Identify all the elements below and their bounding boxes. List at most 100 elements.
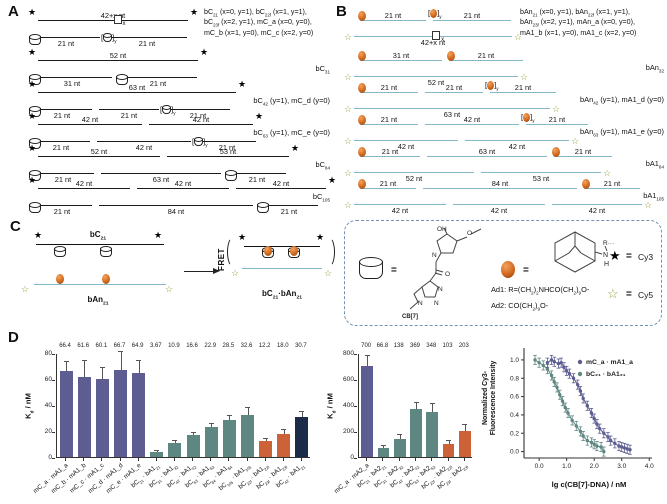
data-point — [592, 442, 596, 446]
equals-sign: = — [391, 265, 397, 276]
adamantane-icon — [264, 246, 272, 256]
cy5-star-icon: ☆ — [603, 168, 612, 178]
cy3-star-icon: ★ — [28, 175, 37, 185]
error-bar-cap — [413, 402, 419, 404]
panel-a-constructs: 42+x nt ★ ★ x 21 nt 21 nt []y bC21 (x=0, y=1), … — [26, 6, 336, 217]
strand-segment: 53 nt — [481, 172, 601, 183]
strand-segment: 21 nt — [29, 137, 90, 152]
bar — [393, 439, 406, 457]
error-bar — [156, 450, 158, 453]
error-bar-cap — [364, 354, 370, 356]
carbonyl-o-label: O — [445, 271, 450, 278]
strand-segment: 42 nt — [137, 179, 229, 191]
strand-segment: 63 nt — [354, 108, 550, 119]
cb7-icon — [116, 73, 128, 85]
segment-length-label: 31 nt — [392, 51, 410, 60]
strand-segment: 63 nt — [101, 173, 221, 184]
x-tick — [282, 458, 284, 461]
strand-segment: 42 nt — [38, 179, 130, 191]
data-point — [625, 447, 629, 451]
strand-segment: 42 nt — [97, 141, 191, 152]
error-bar — [84, 361, 86, 377]
segment-length-label: 52 nt — [90, 147, 108, 156]
strand-segment: 84 nt — [99, 205, 253, 216]
segment-length-label: 63 nt — [128, 83, 146, 92]
construct-row: 21 nt 21 nt 21 nt []y 63 nt ☆ ☆ bAn42 (y=1), mA… — [344, 80, 666, 119]
y-tick-label: 0.2 — [510, 430, 519, 437]
x-tick-label: 4.0 — [645, 463, 654, 470]
cy5-label: Cy5 — [638, 290, 654, 300]
x-axis-label: lg c(CB[7]-DNA) / nM — [551, 480, 627, 489]
strand-segment: 21 nt — [358, 11, 426, 23]
cb7-icon — [162, 104, 172, 114]
strand-segment: 42 nt — [453, 204, 545, 215]
cy3-star-icon: ★ — [28, 47, 37, 57]
strand-segment: 42 nt — [354, 204, 446, 215]
adamantane-icon — [358, 179, 366, 189]
cy5-star-icon: ☆ — [344, 168, 353, 178]
cy3-star-icon: ★ — [34, 230, 43, 240]
data-point — [555, 385, 559, 390]
x-tick — [246, 458, 248, 461]
cb7-icon — [359, 257, 383, 279]
fret-titration-chart: 0.0 1.0 2.0 3.0 4.0 0.0 0.2 0.4 0.6 0.8 1.0 mC_a · … — [482, 338, 666, 502]
construct-name-label: bA1105 — [643, 191, 664, 202]
data-point — [581, 396, 585, 401]
cy3-star-icon: ★ — [238, 79, 247, 89]
error-bar — [301, 411, 303, 418]
y-tick — [52, 406, 55, 407]
segment-length-label: 21 nt — [189, 111, 207, 120]
error-bar-cap — [208, 422, 214, 424]
x-tick-label: 0.0 — [535, 463, 544, 470]
segment-length-label: 21 nt — [381, 147, 399, 156]
construct-row: 42 nt 42 nt ★ ★ 21 nt 42 nt 21 nt[]y bC63 (y=1)… — [26, 112, 332, 153]
data-point — [560, 399, 565, 403]
x-tick — [192, 458, 194, 461]
carbonyl-double-bond — [434, 269, 444, 276]
error-bar — [229, 416, 231, 420]
x-tick — [65, 458, 67, 461]
adamantane-repeat-group: []y — [428, 8, 442, 19]
data-point — [578, 389, 583, 393]
x-tick — [173, 458, 175, 461]
y-tick-label: 60 — [44, 376, 52, 383]
construct-name-label: bC105 — [312, 191, 330, 202]
error-bar — [448, 440, 450, 444]
bar-value-label: 22.9 — [204, 343, 217, 349]
cy5-star-icon: ☆ — [520, 72, 529, 82]
bar-value-label: 3.67 — [149, 343, 162, 349]
strand-segment: 21 nt []y — [428, 9, 511, 23]
segment-length-label: 21 nt — [53, 111, 71, 120]
bar-value-label: 64.9 — [131, 343, 144, 349]
strand-segment: 21 nt — [29, 169, 94, 184]
y-tick-label: 0.0 — [510, 449, 519, 456]
adamantane-cage — [554, 231, 596, 273]
repeat-box: x — [113, 15, 126, 27]
cb7-repeat-group: []y — [160, 104, 176, 116]
segment-length-label: 52 nt — [109, 51, 127, 60]
legend-box: = OH O N O N N N CB[7] = N H R··· Ad1 — [344, 220, 662, 326]
segment-length-label: 21 nt — [120, 111, 138, 120]
cy3-star-icon: ★ — [154, 230, 163, 240]
error-bar — [432, 404, 434, 412]
strand-segment: 21 nt — [582, 179, 640, 191]
data-point — [549, 373, 554, 378]
triazole-n2-label: N — [434, 300, 439, 307]
segment-length-label: 42 nt — [174, 179, 192, 188]
data-point — [549, 358, 554, 362]
bar — [113, 370, 128, 457]
x-tick — [137, 458, 139, 461]
segment-length-label: 42 nt — [391, 206, 409, 215]
construct-name-line: mC_b (x=1, y=0), mC_c (x=2, y=0) — [204, 28, 314, 37]
y-tick — [52, 432, 55, 433]
ad2-definition: Ad2: CO(CH2)9O- — [491, 301, 549, 312]
error-bar-cap — [462, 424, 468, 426]
adamantane-ball-icon — [501, 261, 515, 278]
segment-length-label: 21 nt — [54, 175, 72, 184]
strand-segment: 84 nt — [423, 179, 577, 191]
strand-segment: 42 nt — [425, 115, 519, 127]
error-bar-cap — [429, 403, 435, 405]
data-point — [599, 445, 603, 449]
adamantane-icon — [290, 246, 298, 256]
bar-value-label: 61.6 — [77, 343, 90, 349]
